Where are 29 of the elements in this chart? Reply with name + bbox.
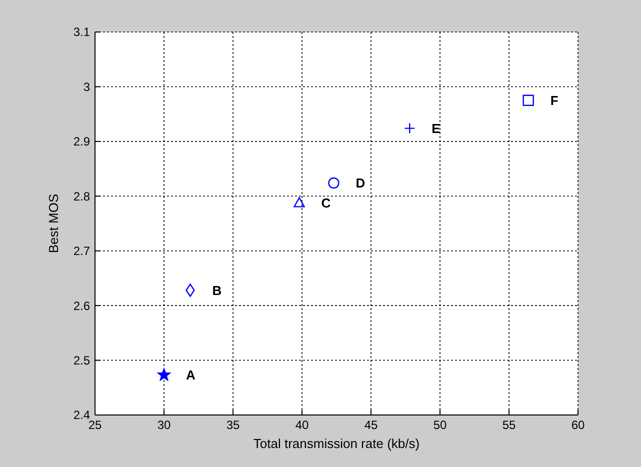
series-label: B — [212, 282, 222, 298]
point — [522, 94, 534, 106]
x-tick-label: 25 — [88, 418, 102, 432]
series-label: E — [432, 120, 441, 136]
y-tick-label: 2.9 — [73, 134, 90, 149]
point — [186, 284, 195, 297]
y-tick-label: 2.5 — [73, 353, 90, 368]
y-tick-label: 3 — [83, 80, 90, 94]
x-tick-label: 45 — [364, 418, 378, 432]
series-label: F — [550, 92, 558, 108]
x-tick-label: 35 — [226, 418, 240, 432]
y-tick-label: 3.1 — [73, 25, 90, 40]
point — [328, 177, 340, 189]
y-tick-label: 2.7 — [73, 244, 90, 258]
series-label: C — [321, 195, 332, 210]
x-tick-label: 30 — [157, 418, 171, 432]
y-tick-label: 2.8 — [73, 189, 90, 204]
x-axis-title: Total transmission rate (kb/s) — [253, 436, 420, 451]
x-tick-label: 40 — [295, 418, 309, 432]
series-label: A — [186, 368, 196, 383]
y-tick-label: 2.6 — [73, 298, 90, 313]
x-tick-label: 60 — [571, 418, 585, 432]
point — [158, 368, 170, 381]
y-axis-title: Best MOS — [46, 194, 61, 254]
y-tick-label: 2.4 — [73, 408, 90, 422]
series-label: D — [356, 176, 366, 191]
x-tick-label: 50 — [433, 418, 447, 432]
x-tick-label: 55 — [502, 418, 516, 432]
point — [294, 197, 305, 208]
